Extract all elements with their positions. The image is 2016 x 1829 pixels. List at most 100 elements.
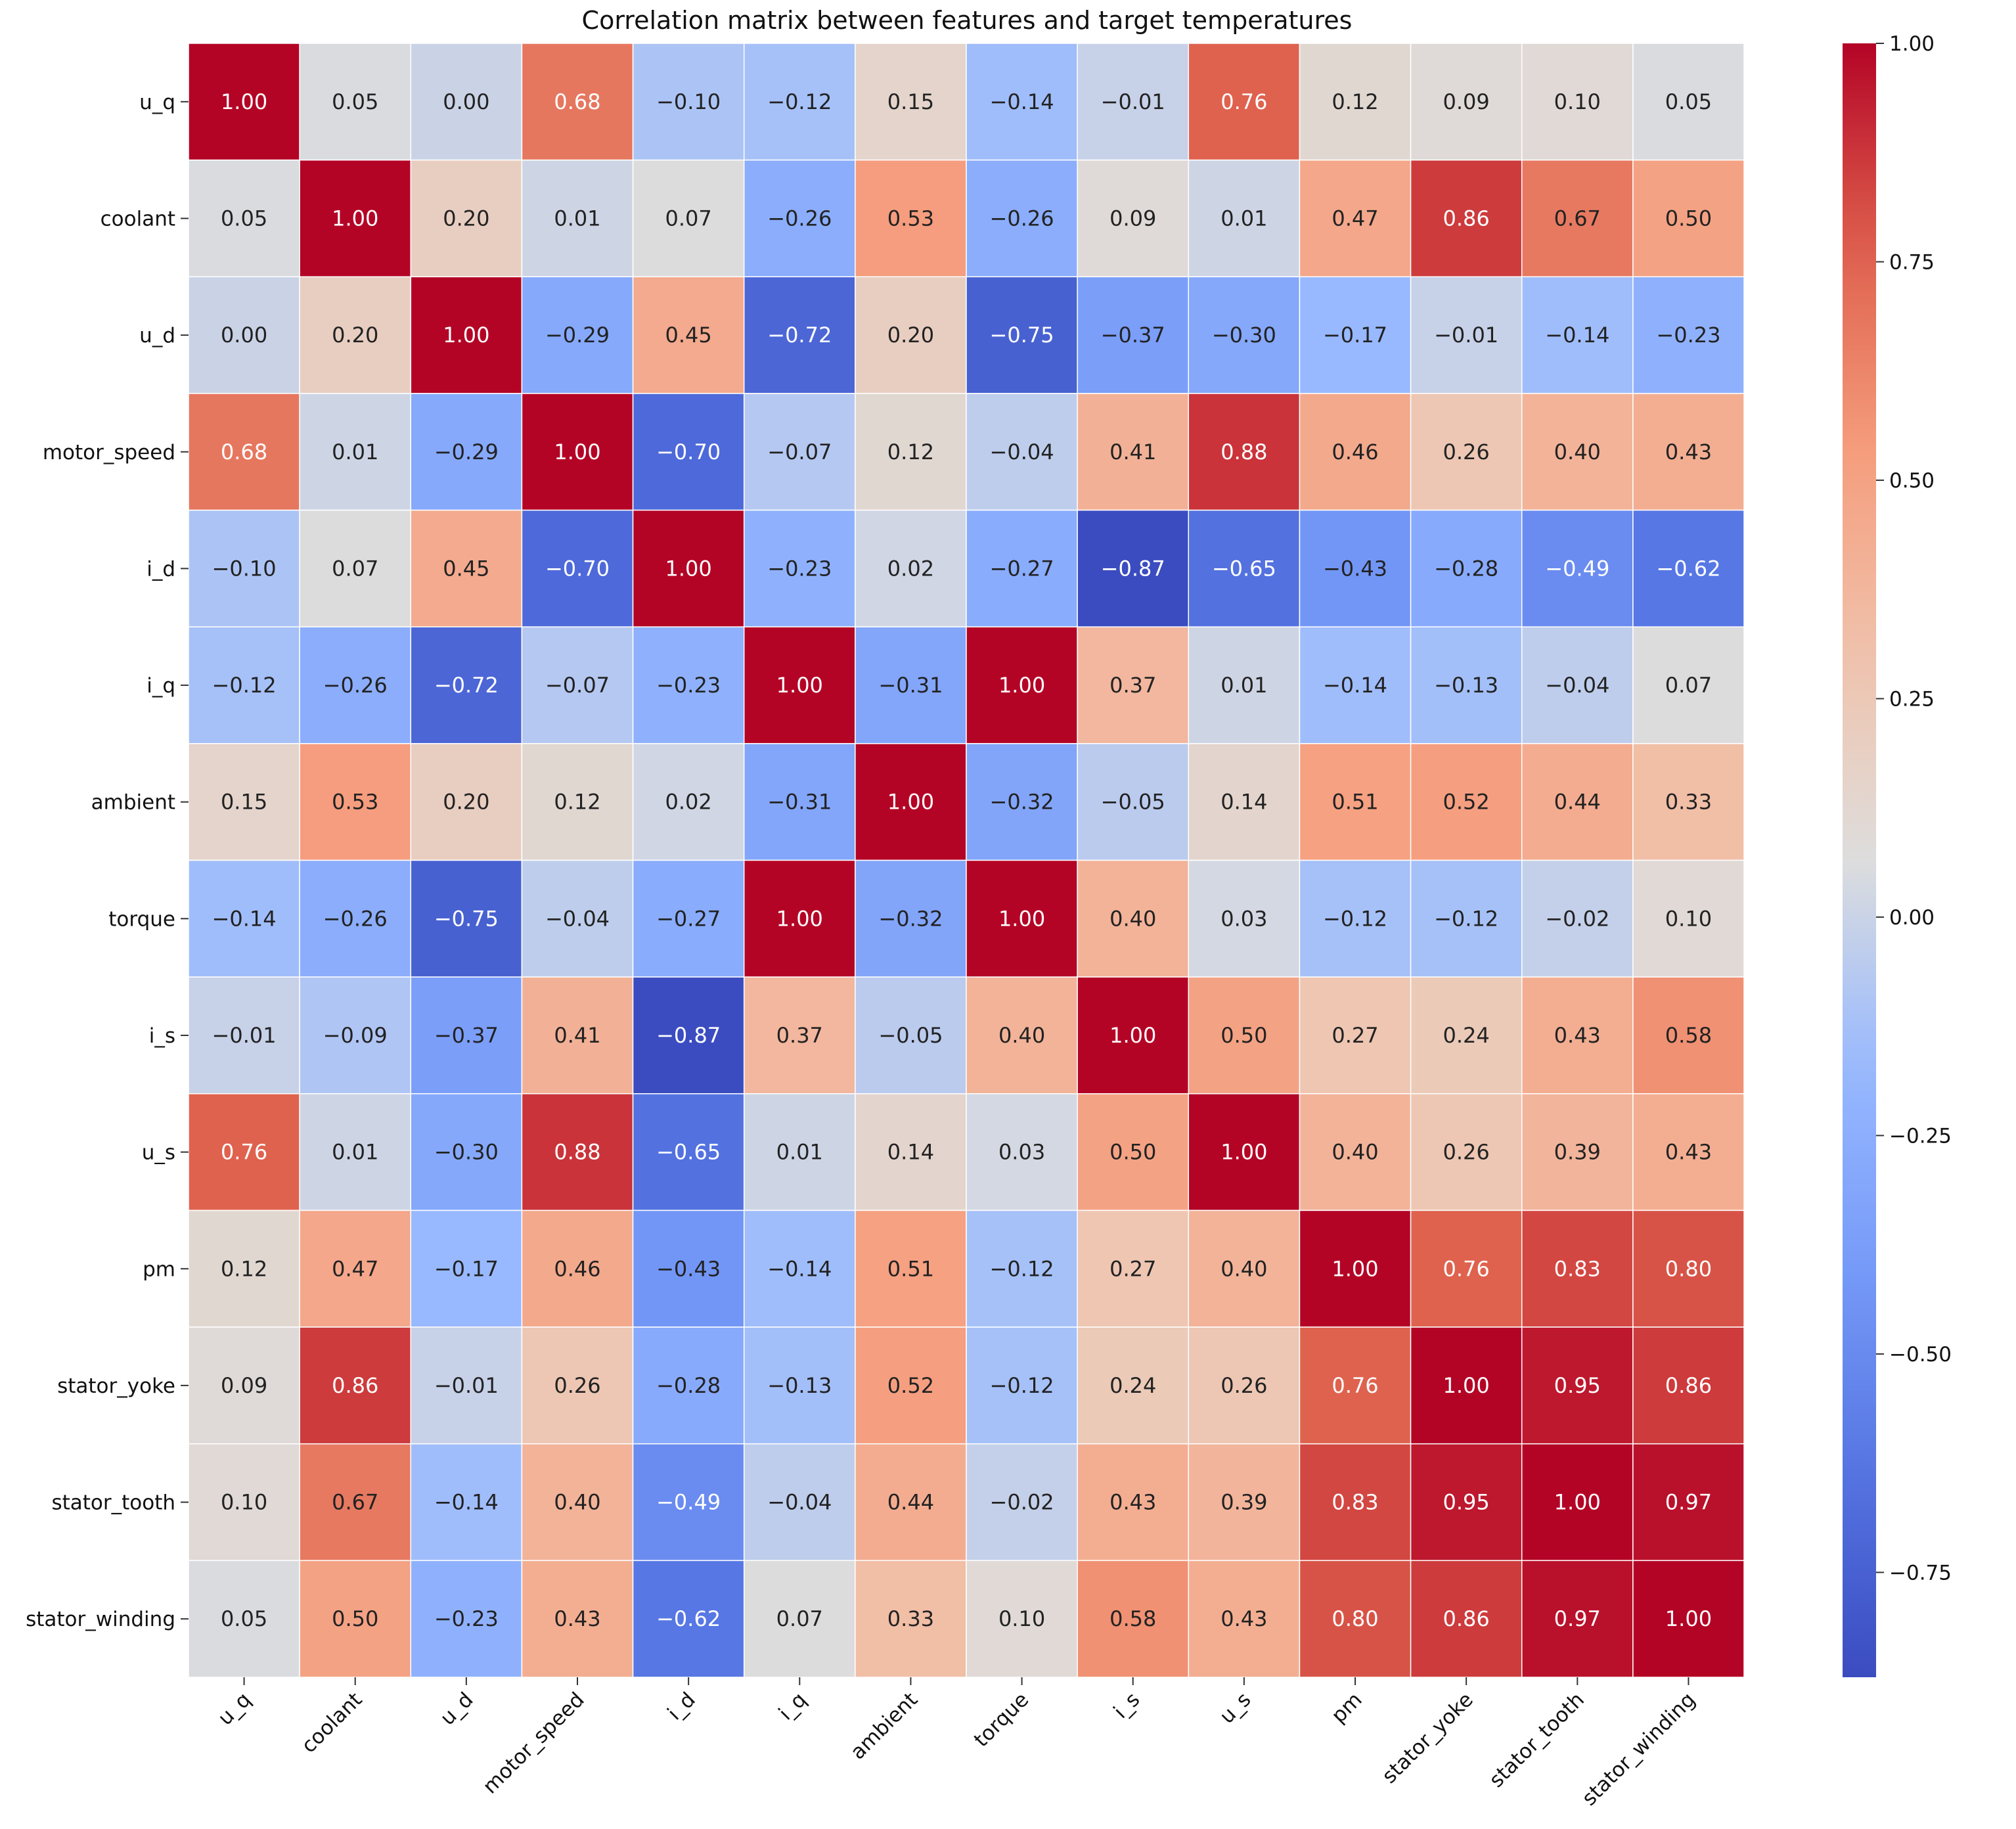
heatmap-cell-ambient-u_q — [188, 743, 300, 861]
heatmap-cell-i_d-stator_winding — [1632, 509, 1745, 627]
heatmap-cell-i_s-stator_winding — [1632, 976, 1745, 1095]
cell-value-label: 0.39 — [1221, 1490, 1267, 1515]
cell-value-label: −0.27 — [990, 556, 1054, 581]
cell-value-label: −0.62 — [1656, 556, 1720, 581]
heatmap-cell-i_s-ambient — [855, 976, 967, 1095]
colorbar-tick-label: 0.25 — [1889, 687, 1935, 711]
heatmap-cell-stator_winding-u_q — [188, 1560, 300, 1678]
heatmap-cell-ambient-u_s — [1188, 743, 1301, 861]
cell-value-label: 0.80 — [1665, 1256, 1712, 1281]
heatmap-cell-stator_winding-u_s — [1188, 1560, 1301, 1678]
cell-value-label: −0.04 — [545, 906, 610, 931]
heatmap-cell-pm-stator_winding — [1632, 1209, 1745, 1328]
cell-value-label: −0.23 — [767, 556, 832, 581]
heatmap-cell-stator_yoke-stator_tooth — [1521, 1326, 1634, 1445]
cell-value-label: 0.76 — [221, 1140, 267, 1165]
cell-value-label: 0.95 — [1554, 1373, 1601, 1398]
heatmap-cell-i_d-stator_yoke — [1410, 509, 1523, 627]
heatmap-cell-i_d-motor_speed — [521, 509, 634, 627]
cell-value-label: 0.40 — [998, 1023, 1045, 1048]
heatmap-cell-coolant-i_s — [1077, 159, 1190, 278]
cell-value-label: 0.00 — [443, 89, 489, 114]
cell-value-label: 0.10 — [1665, 906, 1712, 931]
cell-value-label: −0.65 — [1212, 556, 1276, 581]
cell-value-label: 0.26 — [1221, 1373, 1267, 1398]
cell-value-label: −0.10 — [212, 556, 277, 581]
colorbar-tick-label: 0.75 — [1889, 250, 1935, 274]
heatmap-cell-u_q-coolant — [299, 43, 412, 161]
cell-value-label: 0.86 — [1443, 1606, 1490, 1631]
heatmap-cell-stator_winding-stator_tooth — [1521, 1560, 1634, 1678]
cell-value-label: 0.27 — [1332, 1023, 1378, 1048]
heatmap-cell-i_s-torque — [966, 976, 1078, 1095]
row-label-stator_winding: stator_winding — [26, 1608, 175, 1631]
cell-value-label: −0.17 — [1323, 323, 1387, 348]
cell-value-label: −0.13 — [1434, 673, 1498, 698]
cell-value-label: −0.26 — [767, 206, 832, 231]
heatmap-cell-i_s-motor_speed — [521, 976, 634, 1095]
cell-value-label: 0.88 — [1221, 440, 1267, 464]
row-label-motor_speed: motor_speed — [43, 441, 175, 464]
heatmap-cell-u_q-u_q — [188, 43, 300, 161]
cell-value-label: 0.80 — [1332, 1606, 1378, 1631]
cell-value-label: −0.23 — [656, 673, 721, 698]
cell-value-label: 0.47 — [332, 1256, 378, 1281]
cell-value-label: −0.30 — [434, 1140, 499, 1165]
heatmap-cell-ambient-i_s — [1077, 743, 1190, 861]
cell-value-label: −0.07 — [767, 440, 832, 464]
heatmap-cell-pm-i_q — [743, 1209, 856, 1328]
heatmap-cell-ambient-torque — [966, 743, 1078, 861]
heatmap-cell-motor_speed-u_s — [1188, 393, 1301, 511]
heatmap-cell-u_q-u_d — [410, 43, 523, 161]
heatmap-cell-i_s-i_d — [632, 976, 745, 1095]
cell-value-label: −0.27 — [656, 906, 721, 931]
cell-value-label: 0.41 — [554, 1023, 600, 1048]
heatmap-cell-stator_yoke-i_s — [1077, 1326, 1190, 1445]
heatmap-cell-i_d-i_s — [1077, 509, 1190, 627]
cell-value-label: −0.75 — [990, 323, 1054, 348]
heatmap-cell-u_q-stator_tooth — [1521, 43, 1634, 161]
cell-value-label: 0.20 — [443, 790, 489, 815]
heatmap-cell-stator_tooth-ambient — [855, 1443, 967, 1562]
cell-value-label: 1.00 — [887, 790, 934, 815]
cell-value-label: −0.43 — [656, 1256, 721, 1281]
heatmap-cell-motor_speed-coolant — [299, 393, 412, 511]
heatmap-cell-i_d-u_d — [410, 509, 523, 627]
heatmap-cell-stator_winding-ambient — [855, 1560, 967, 1678]
cell-value-label: 0.45 — [665, 323, 712, 348]
cell-value-label: −0.14 — [767, 1256, 832, 1281]
cell-value-label: −0.32 — [878, 906, 943, 931]
heatmap-cell-stator_tooth-coolant — [299, 1443, 412, 1562]
heatmap-cell-u_s-pm — [1299, 1093, 1412, 1211]
heatmap-cell-stator_tooth-i_q — [743, 1443, 856, 1562]
cell-value-label: −0.70 — [545, 556, 610, 581]
cell-value-label: 0.68 — [221, 440, 267, 464]
cell-value-label: 0.07 — [1665, 673, 1712, 698]
row-label-pm: pm — [143, 1257, 175, 1281]
cell-value-label: 0.76 — [1332, 1373, 1378, 1398]
heatmap-cell-pm-ambient — [855, 1209, 967, 1328]
cell-value-label: 0.09 — [1443, 89, 1490, 114]
cell-value-label: 1.00 — [1221, 1140, 1267, 1165]
heatmap-cell-i_s-coolant — [299, 976, 412, 1095]
heatmap-cell-pm-coolant — [299, 1209, 412, 1328]
heatmap-cell-motor_speed-u_q — [188, 393, 300, 511]
cell-value-label: −0.07 — [545, 673, 610, 698]
heatmap-cell-pm-torque — [966, 1209, 1078, 1328]
cell-value-label: 1.00 — [554, 440, 600, 464]
heatmap-cell-torque-motor_speed — [521, 859, 634, 978]
heatmap-cell-stator_yoke-u_d — [410, 1326, 523, 1445]
colorbar-tick-label: 0.00 — [1889, 906, 1935, 930]
cell-value-label: −0.02 — [1545, 906, 1609, 931]
heatmap-cell-torque-pm — [1299, 859, 1412, 978]
cell-value-label: 0.15 — [221, 790, 267, 815]
cell-value-label: 0.43 — [1554, 1023, 1601, 1048]
heatmap-cell-motor_speed-i_d — [632, 393, 745, 511]
heatmap-cell-ambient-i_q — [743, 743, 856, 861]
heatmap-cell-stator_tooth-i_s — [1077, 1443, 1190, 1562]
heatmap-cell-i_s-i_s — [1077, 976, 1190, 1095]
cell-value-label: 1.00 — [1332, 1256, 1378, 1281]
heatmap-cell-torque-stator_tooth — [1521, 859, 1634, 978]
cell-value-label: −0.87 — [656, 1023, 721, 1048]
